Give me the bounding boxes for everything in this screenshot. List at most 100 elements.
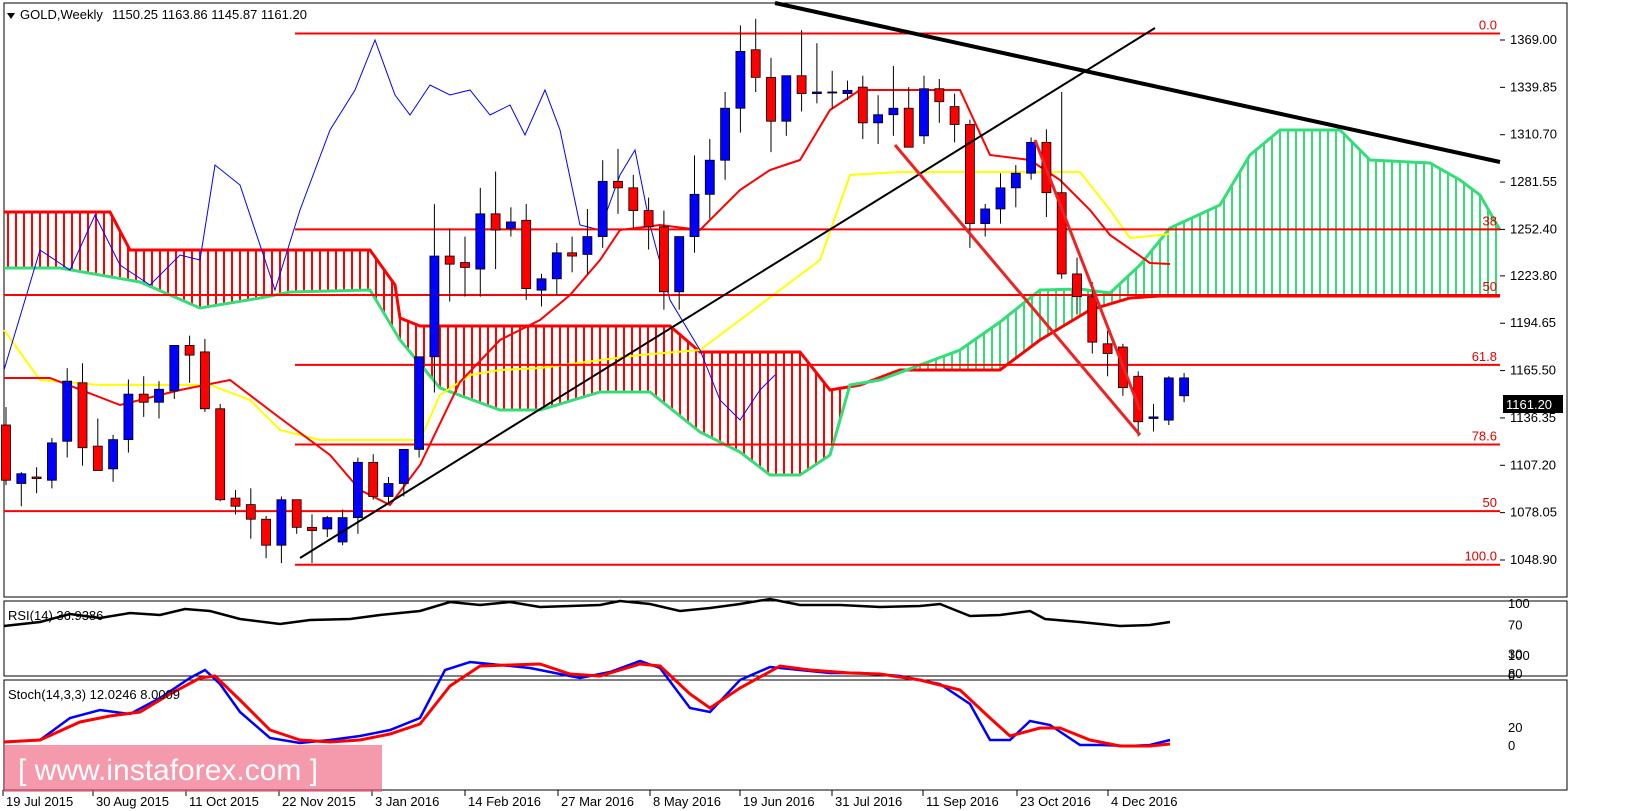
- last-price-tag: [1503, 395, 1563, 413]
- uptrend-line: [299, 27, 1156, 559]
- candle-bullish: [414, 356, 425, 450]
- fibonacci-layer: 0.0 38 50 61.8 78.6 50 100.0: [4, 18, 1500, 566]
- candle-bearish: [949, 106, 960, 125]
- candle-bearish: [199, 351, 210, 410]
- candle-bearish: [934, 88, 945, 103]
- ohlc-readout: 1150.25 1163.86 1145.87 1161.20: [112, 7, 307, 22]
- rsi-label: RSI(14) 36.9386: [8, 608, 103, 623]
- candle-bullish: [62, 380, 73, 442]
- candle-bullish: [475, 213, 486, 270]
- price-tick-label: 1078.05: [1510, 505, 1557, 520]
- stoch-label: Stoch(14,3,3) 12.0246 8.0009: [8, 687, 180, 702]
- candle-bearish: [215, 408, 226, 501]
- candle-bullish: [1163, 377, 1174, 421]
- candle-bearish: [796, 75, 807, 95]
- price-tick-label: 1048.90: [1510, 552, 1557, 567]
- candle-bearish: [291, 499, 302, 528]
- symbol-label: GOLD,Weekly: [20, 7, 103, 22]
- fib-level-label: 38: [1483, 213, 1497, 228]
- time-tick-label: 22 Nov 2015: [282, 794, 356, 809]
- candle-bullish: [429, 255, 440, 358]
- tenkan-sen: [4, 89, 1171, 507]
- candle-bullish: [1148, 416, 1159, 419]
- stoch-d-line: [3, 662, 1171, 748]
- stoch-tick-label: 0: [1508, 738, 1515, 753]
- rsi-tick-label: 100: [1508, 596, 1530, 611]
- last-price-text: 1161.20: [1506, 397, 1552, 412]
- candle-bearish: [1133, 375, 1144, 423]
- candle-bullish: [352, 461, 363, 519]
- candle-bearish: [31, 476, 42, 480]
- downtrend-line: [774, 1, 1501, 164]
- time-tick-label: 3 Jan 2016: [375, 794, 439, 809]
- rsi-indicator: 100 70 30 0: [3, 596, 1530, 683]
- time-tick-label: 11 Sep 2016: [926, 794, 999, 809]
- candle-bearish: [750, 49, 761, 78]
- candle-bullish: [123, 393, 134, 441]
- stochastic-indicator: 100 80 20 0: [3, 648, 1530, 753]
- candle-bearish: [368, 461, 379, 497]
- main-panel-frame: [3, 2, 1568, 598]
- time-tick-label: 31 Jul 2016: [835, 794, 902, 809]
- time-axis: 19 Jul 2015 30 Aug 2015 11 Oct 2015 22 Nov …: [2, 790, 1178, 809]
- candle-bullish: [597, 180, 608, 237]
- time-tick-label: 30 Aug 2015: [96, 794, 169, 809]
- candle-bullish: [276, 499, 287, 546]
- candle-bullish: [1010, 172, 1021, 189]
- candle-bullish: [398, 448, 409, 484]
- candle-bearish: [659, 226, 669, 293]
- price-tick-label: 1339.85: [1510, 79, 1557, 94]
- candle-bearish: [307, 526, 317, 531]
- price-tick-label: 1369.00: [1510, 32, 1557, 47]
- candle-bullish: [995, 187, 1006, 210]
- candle-bearish: [138, 393, 149, 403]
- candle-bearish: [628, 187, 639, 211]
- price-axis: 1369.00 1339.85 1310.70 1281.55 1252.40 1223.…: [1500, 32, 1557, 567]
- candle-bullish: [781, 75, 792, 122]
- watermark-box: [4, 745, 382, 792]
- time-tick-label: 19 Jun 2016: [743, 794, 815, 809]
- candle-bullish: [674, 236, 685, 293]
- price-tick-label: 1310.70: [1510, 127, 1557, 142]
- rsi-tick-label: 0: [1508, 668, 1515, 683]
- candle-bullish: [888, 107, 899, 116]
- candle-bearish: [965, 124, 975, 224]
- candle-bullish: [842, 89, 853, 95]
- time-tick-label: 4 Dec 2016: [1111, 794, 1178, 809]
- chart-menu-arrow-icon[interactable]: [7, 13, 15, 19]
- candle-bullish: [551, 252, 562, 280]
- candle-bullish: [812, 91, 822, 95]
- time-tick-label: 11 Oct 2015: [189, 794, 259, 809]
- candle-bullish: [322, 517, 333, 530]
- fib-level-label: 78.6: [1472, 428, 1497, 443]
- fib-level-label: 0.0: [1479, 18, 1497, 33]
- price-tick-label: 1223.80: [1510, 268, 1557, 283]
- candle-bullish: [704, 159, 715, 195]
- price-tick-label: 1281.55: [1510, 174, 1557, 189]
- stoch-tick-label: 80: [1508, 666, 1522, 681]
- candle-bullish: [383, 483, 394, 497]
- candle-bearish: [1056, 192, 1067, 275]
- senkou-span-b: [4, 210, 1500, 392]
- rsi-tick-label: 30: [1508, 646, 1522, 661]
- time-tick-label: 19 Jul 2015: [6, 794, 73, 809]
- candle-bullish: [735, 50, 746, 109]
- price-tick-label: 1252.40: [1510, 221, 1557, 236]
- candle-bullish: [980, 208, 991, 224]
- candle-bullish: [536, 278, 547, 291]
- price-tick-label: 1165.50: [1510, 363, 1556, 378]
- candle-bullish: [689, 193, 700, 237]
- stoch-panel-frame: [3, 679, 1568, 791]
- watermark-text: [ www.instaforex.com ]: [18, 754, 318, 787]
- kijun-sen: [3, 171, 1171, 441]
- candle-bearish: [230, 497, 241, 507]
- time-tick-label: 14 Feb 2016: [468, 794, 541, 809]
- fib-level-label: 100.0: [1464, 549, 1497, 564]
- rsi-line: [3, 597, 1171, 628]
- candle-bullish: [169, 345, 180, 392]
- candle-bullish: [505, 221, 516, 229]
- candle-bearish: [643, 210, 654, 228]
- senkou-span-a: [4, 128, 1502, 477]
- candle-bearish: [613, 180, 623, 189]
